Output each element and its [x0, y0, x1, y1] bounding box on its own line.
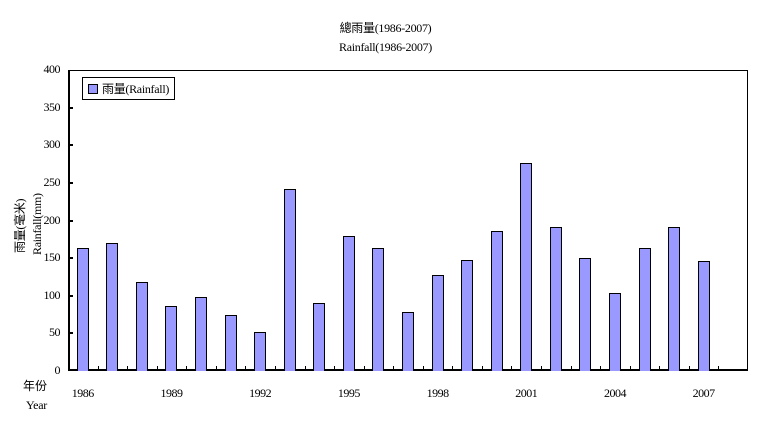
chart-subtitle: Rainfall(1986-2007)	[339, 40, 432, 54]
x-tick-mark	[452, 366, 454, 371]
x-tick-label: 1998	[426, 386, 450, 400]
x-tick-mark	[156, 366, 158, 371]
x-tick-label: 2001	[515, 386, 538, 400]
bar-1989	[165, 306, 178, 371]
x-tick-mark	[511, 366, 513, 371]
x-tick-mark	[659, 366, 661, 371]
x-tick-mark	[629, 366, 631, 371]
bar-1992	[254, 331, 267, 371]
y-tick-mark	[68, 257, 73, 260]
y-tick-label: 200	[43, 212, 61, 227]
x-tick-mark	[688, 366, 690, 371]
x-tick-label: 2007	[692, 386, 716, 400]
x-tick-mark	[422, 366, 424, 371]
y-tick-label: 150	[43, 250, 61, 265]
y-tick-label: 250	[43, 174, 61, 189]
x-tick-label: 1995	[337, 386, 361, 400]
y-tick-label: 350	[43, 99, 61, 114]
x-tick-mark	[393, 366, 395, 371]
bar-2001	[520, 163, 533, 371]
bar-1990	[195, 297, 208, 371]
y-tick-mark	[68, 181, 73, 184]
legend-label: 雨量(Rainfall)	[102, 82, 170, 96]
bar-1988	[135, 282, 148, 371]
x-tick-label: 1989	[160, 386, 183, 400]
y-tick-label: 100	[43, 287, 61, 302]
x-tick-mark	[718, 366, 720, 371]
x-tick-label: 1986	[71, 386, 95, 400]
bar-2003	[579, 258, 592, 371]
x-tick-mark	[274, 366, 276, 371]
bar-1994	[313, 303, 326, 371]
x-tick-mark	[127, 366, 129, 371]
y-tick-mark	[68, 219, 73, 222]
x-axis-label-english: Year	[26, 398, 47, 412]
y-tick-label: 0	[54, 363, 61, 377]
bar-2006	[668, 227, 681, 371]
x-axis-label-chinese: 年份	[23, 379, 48, 393]
y-tick-mark	[68, 106, 73, 109]
bar-1999	[461, 260, 474, 371]
x-tick-mark	[363, 366, 365, 371]
y-tick-label: 50	[49, 325, 61, 340]
chart-title: 總雨量(1986-2007)	[339, 21, 432, 35]
bar-1993	[283, 188, 296, 371]
y-tick-mark	[68, 332, 73, 335]
legend: 雨量(Rainfall)	[82, 77, 176, 100]
x-tick-mark	[245, 366, 247, 371]
bar-2007	[697, 261, 710, 371]
x-tick-mark	[215, 366, 217, 371]
y-tick-label: 300	[43, 137, 61, 152]
bar-1997	[402, 312, 414, 371]
x-tick-mark	[481, 366, 483, 371]
bar-2004	[608, 292, 621, 371]
bar-1995	[342, 236, 355, 371]
legend-swatch-icon	[88, 83, 98, 94]
x-tick-mark	[600, 366, 602, 371]
x-tick-label: 2004	[603, 386, 627, 400]
bar-1987	[106, 243, 119, 371]
bar-1996	[372, 248, 385, 371]
x-tick-label: 1992	[249, 386, 272, 400]
x-tick-mark	[304, 366, 306, 371]
y-tick-mark	[68, 294, 73, 297]
bar-2000	[490, 231, 503, 371]
x-tick-mark	[541, 366, 543, 371]
bar-1998	[431, 274, 444, 371]
x-tick-mark	[570, 366, 572, 371]
bar-2002	[549, 227, 562, 371]
x-tick-mark	[97, 366, 99, 371]
bar-1986	[76, 248, 89, 371]
x-tick-mark	[186, 366, 188, 371]
x-tick-mark	[334, 366, 336, 371]
y-tick-label: 400	[43, 62, 61, 76]
bar-1991	[224, 315, 237, 371]
y-tick-mark	[68, 144, 73, 147]
bar-2005	[638, 248, 651, 371]
